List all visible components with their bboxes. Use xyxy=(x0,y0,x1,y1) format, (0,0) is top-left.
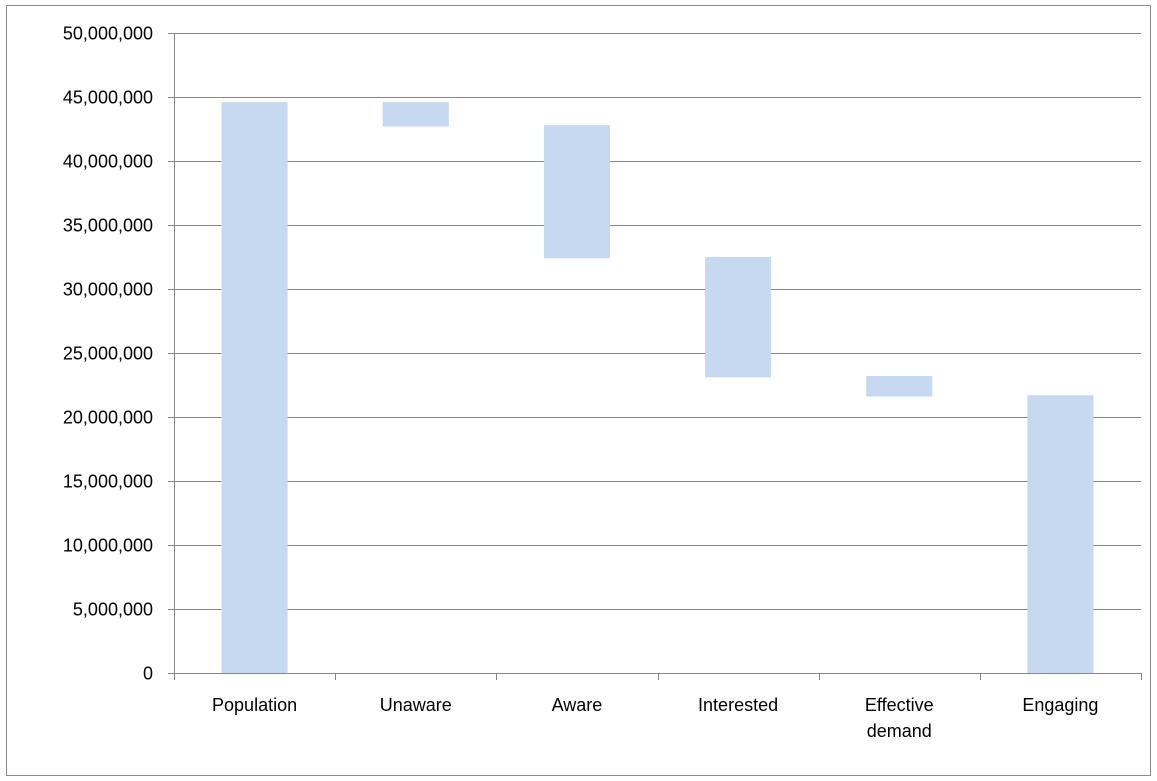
x-tick-label: Interested xyxy=(698,695,778,715)
y-tick-label: 50,000,000 xyxy=(63,24,153,44)
y-tick-label: 10,000,000 xyxy=(63,536,153,556)
y-tick-label: 30,000,000 xyxy=(63,280,153,300)
bar-engaging xyxy=(1027,395,1094,673)
bar-aware xyxy=(543,125,610,259)
y-tick-label: 25,000,000 xyxy=(63,344,153,364)
x-tick-label: Effective demand xyxy=(865,695,934,741)
x-tick-label-line: Population xyxy=(212,695,297,715)
x-tick-label: Population xyxy=(212,695,297,715)
y-tick-label: 45,000,000 xyxy=(63,88,153,108)
y-tick-label: 35,000,000 xyxy=(63,216,153,236)
y-tick-label: 20,000,000 xyxy=(63,408,153,428)
x-tick-label-line: Unaware xyxy=(380,695,452,715)
x-tick-label-line: Engaging xyxy=(1022,695,1098,715)
x-axis-tick-labels: Population Unaware Aware Interested Effectiv… xyxy=(212,695,1098,741)
bar-effective-demand xyxy=(866,376,933,397)
bar-population xyxy=(221,102,288,674)
y-tick-label: 40,000,000 xyxy=(63,152,153,172)
x-tick-label: Aware xyxy=(552,695,603,715)
x-tick-label: Engaging xyxy=(1022,695,1098,715)
x-tick-label-line: Interested xyxy=(698,695,778,715)
y-tick-label: 0 xyxy=(143,664,153,684)
bar-interested xyxy=(705,257,772,378)
gridlines xyxy=(174,33,1141,610)
x-tick-label-line: Aware xyxy=(552,695,603,715)
axes xyxy=(168,33,1142,680)
bar-unaware xyxy=(382,102,449,127)
x-tick-label-line: demand xyxy=(867,721,932,741)
x-tick-label: Unaware xyxy=(380,695,452,715)
x-tick-label-line: Effective xyxy=(865,695,934,715)
bars xyxy=(221,102,1094,674)
y-tick-label: 5,000,000 xyxy=(73,600,153,620)
y-tick-label: 15,000,000 xyxy=(63,472,153,492)
y-axis-tick-labels: 0 5,000,000 10,000,000 15,000,000 20,000,000… xyxy=(63,24,153,684)
